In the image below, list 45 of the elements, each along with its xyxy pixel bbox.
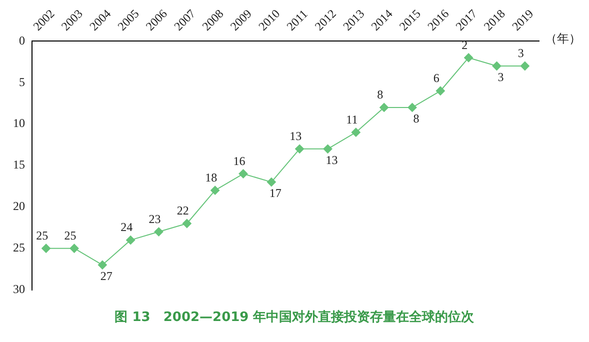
point <box>238 169 248 178</box>
y-tick-label: 15 <box>13 158 25 172</box>
data-label: 8 <box>377 88 384 102</box>
text: 图 13 2002—2019 年中国对外直接投资存量在全球的位次 <box>114 308 476 326</box>
x-axis-title: （年） <box>545 31 581 46</box>
point <box>154 227 164 236</box>
point <box>210 186 220 195</box>
point <box>266 178 276 187</box>
data-label: 25 <box>36 228 48 243</box>
point <box>98 260 107 270</box>
point <box>351 128 360 137</box>
data-label: 13 <box>326 153 338 168</box>
data-label: 18 <box>205 170 218 184</box>
y-tick-label: 0 <box>19 33 25 48</box>
data-label: 27 <box>100 269 112 284</box>
data-label: 8 <box>413 112 420 126</box>
data-label: 13 <box>290 129 302 144</box>
y-tick-label: 20 <box>13 199 25 214</box>
data-label: 17 <box>269 186 282 200</box>
point <box>126 236 136 245</box>
y-tick-label: 25 <box>13 240 25 255</box>
point <box>70 244 79 253</box>
y-tick-label: 30 <box>13 282 25 296</box>
point <box>295 144 304 154</box>
point <box>408 102 417 112</box>
point <box>436 86 445 96</box>
data-label: 3 <box>518 46 524 60</box>
data-label: 25 <box>64 228 76 243</box>
point <box>492 62 502 71</box>
data-label: 6 <box>433 71 440 86</box>
data-label: 11 <box>346 112 358 126</box>
point <box>42 244 51 253</box>
point <box>182 218 192 228</box>
point <box>464 53 474 62</box>
point <box>323 144 332 154</box>
data-label: 22 <box>176 204 189 218</box>
point <box>380 102 389 112</box>
y-tick-label: 5 <box>19 74 25 89</box>
data-label: 24 <box>120 220 133 234</box>
data-label: 23 <box>148 212 161 226</box>
data-label: 16 <box>233 154 246 168</box>
y-tick-label: 10 <box>13 116 25 130</box>
data-label: 3 <box>498 70 504 84</box>
point <box>520 62 530 71</box>
data-label: 2 <box>462 38 468 52</box>
